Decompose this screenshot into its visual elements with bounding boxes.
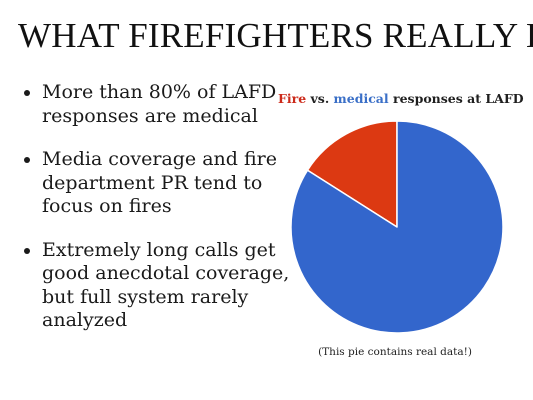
pie-slice-medical [290,120,504,334]
chart-title: Fire vs. medical responses at LAFD [278,91,524,107]
chart-title-fire: Fire [278,91,307,106]
chart-title-vs: vs. [306,91,334,106]
chart-title-medical: medical [333,91,389,106]
chart-title-rest: responses at LAFD [388,91,524,106]
slide-title: WHAT FIREFIGHTERS REALLY DO [18,16,533,55]
pie-chart [290,120,504,334]
bullet-item: Media coverage and fire department PR te… [20,148,290,219]
pie-slice-fire [306,120,398,228]
bullet-item: More than 80% of LAFD responses are medi… [20,81,290,128]
bullet-list: More than 80% of LAFD responses are medi… [20,81,290,353]
bullet-item: Extremely long calls get good anecdotal … [20,239,290,333]
chart-note: (This pie contains real data!) [318,346,472,358]
